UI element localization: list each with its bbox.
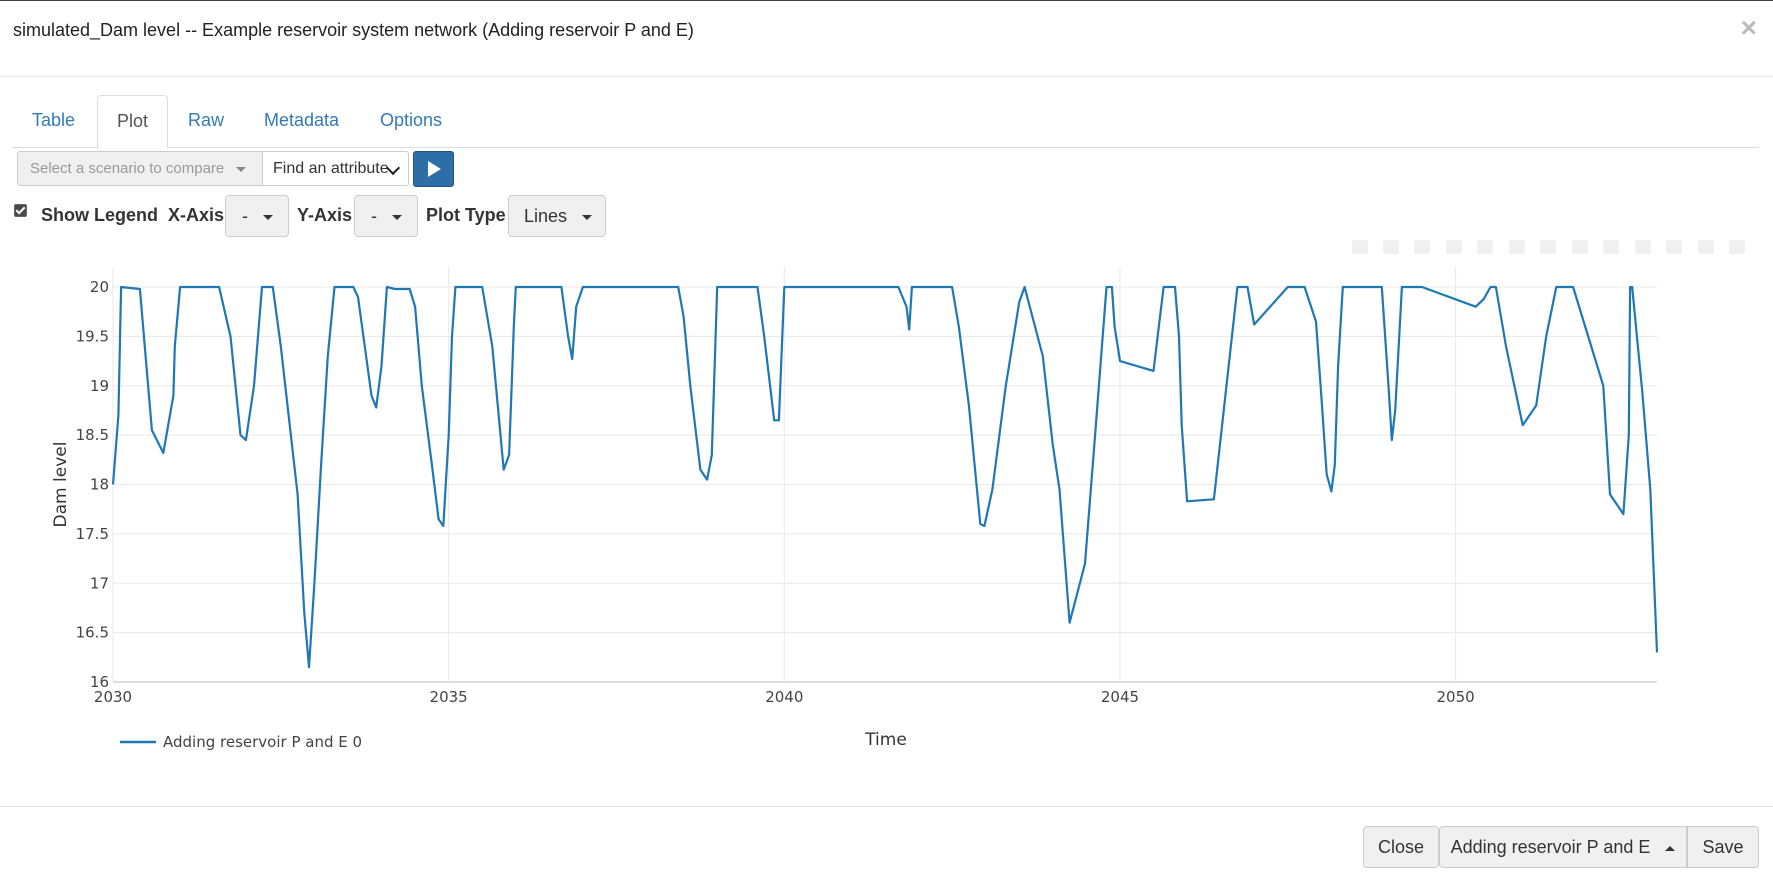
x-tick-label: 2030 xyxy=(94,688,132,706)
pan-icon[interactable] xyxy=(1414,240,1431,254)
caret-up-icon xyxy=(1665,845,1676,851)
y-tick-label: 17.5 xyxy=(76,525,109,543)
caret-down-icon xyxy=(236,167,246,172)
y-tick-label: 19.5 xyxy=(76,327,109,345)
tab-raw[interactable]: Raw xyxy=(188,110,225,130)
y-axis-title: Dam level xyxy=(51,442,71,528)
scenario-dropdown-label: Adding reservoir P and E xyxy=(1450,837,1651,857)
scenario-compare-placeholder: Select a scenario to compare xyxy=(30,160,225,177)
x-axis-title: Time xyxy=(864,730,907,750)
autoscale-icon[interactable] xyxy=(1571,240,1588,254)
y-tick-label: 17 xyxy=(90,574,109,592)
lasso-select-icon[interactable] xyxy=(1477,240,1494,254)
scenario-compare-select[interactable]: Select a scenario to compare xyxy=(17,151,263,186)
window-top-border xyxy=(0,0,1773,1)
y-tick-label: 20 xyxy=(90,278,109,296)
run-compare-button[interactable] xyxy=(413,151,454,187)
play-icon xyxy=(428,161,441,177)
footer-divider xyxy=(0,806,1773,807)
scenario-dropdown-button[interactable]: Adding reservoir P and E xyxy=(1439,826,1687,868)
show-legend-label: Show Legend xyxy=(41,205,158,225)
hover-compare-icon[interactable] xyxy=(1697,240,1714,254)
x-tick-label: 2045 xyxy=(1101,688,1139,706)
y-tick-label: 16.5 xyxy=(76,624,109,642)
series-line[interactable] xyxy=(111,285,1659,669)
reset-axes-icon[interactable] xyxy=(1603,240,1620,254)
x-tick-label: 2035 xyxy=(430,688,468,706)
tab-plot[interactable]: Plot xyxy=(97,95,169,149)
caret-down-icon xyxy=(582,215,592,220)
close-icon[interactable]: × xyxy=(1740,12,1757,43)
y-tick-label: 16 xyxy=(90,673,109,691)
x-axis-value: - xyxy=(242,206,248,226)
header-divider xyxy=(0,76,1773,77)
close-button[interactable]: Close xyxy=(1363,826,1439,868)
y-axis-dropdown[interactable]: - xyxy=(354,195,418,237)
y-axis-label: Y-Axis xyxy=(297,205,353,225)
tab-bar: Table Plot Raw Metadata Options xyxy=(13,95,1759,149)
legend-label[interactable]: Adding reservoir P and E 0 xyxy=(163,733,362,751)
plot-type-label: Plot Type xyxy=(426,205,506,225)
box-select-icon[interactable] xyxy=(1445,240,1462,254)
find-attribute-label: Find an attribute xyxy=(273,160,389,177)
save-button[interactable]: Save xyxy=(1687,826,1759,868)
dialog-title: simulated_Dam level -- Example reservoir… xyxy=(13,20,694,40)
tab-metadata[interactable]: Metadata xyxy=(264,110,340,130)
zoom-out-icon[interactable] xyxy=(1540,240,1557,254)
y-axis-value: - xyxy=(371,206,377,226)
plot-modebar xyxy=(1341,240,1745,262)
camera-icon[interactable] xyxy=(1351,240,1368,254)
hover-closest-icon[interactable] xyxy=(1666,240,1683,254)
tab-options[interactable]: Options xyxy=(380,110,443,130)
spike-lines-icon[interactable] xyxy=(1634,240,1651,254)
y-tick-label: 18.5 xyxy=(76,426,109,444)
caret-down-icon xyxy=(392,215,402,220)
x-axis-label: X-Axis xyxy=(168,205,225,225)
dam-level-chart[interactable]: 16 16.5 17 17.5 18 18.5 19 19.5 20 2030 2035 2040 20… xyxy=(0,245,1773,775)
x-tick-label: 2040 xyxy=(765,688,803,706)
show-legend-checkbox[interactable] xyxy=(14,204,27,217)
y-tick-label: 19 xyxy=(90,377,109,395)
zoom-icon[interactable] xyxy=(1383,240,1400,254)
plot-type-value: Lines xyxy=(524,206,568,226)
x-axis-dropdown[interactable]: - xyxy=(225,195,289,237)
caret-down-icon xyxy=(263,215,273,220)
tab-table[interactable]: Table xyxy=(32,110,76,130)
zoom-in-icon[interactable] xyxy=(1508,240,1525,254)
x-tick-label: 2050 xyxy=(1437,688,1475,706)
plotly-logo-icon[interactable] xyxy=(1729,240,1745,254)
find-attribute-select[interactable]: Find an attribute xyxy=(263,151,409,186)
y-tick-label: 18 xyxy=(90,476,109,494)
plot-type-dropdown[interactable]: Lines xyxy=(508,195,606,237)
